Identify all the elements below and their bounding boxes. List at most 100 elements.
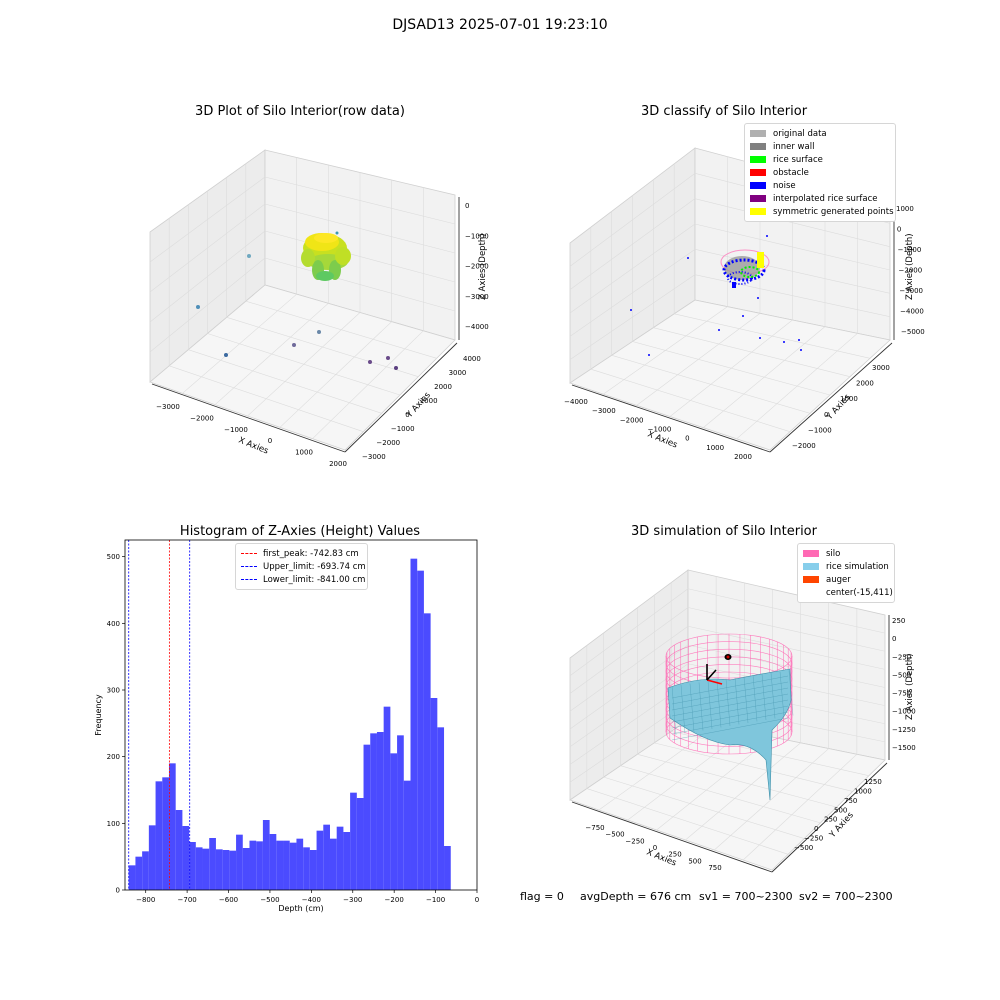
panel4-z-tick-label: −1500 <box>892 744 916 752</box>
legend-label: symmetric generated points <box>773 206 894 217</box>
histogram-bar <box>283 840 290 890</box>
histogram-legend-item: Lower_limit: -841.00 cm <box>241 573 366 586</box>
histogram-bar <box>209 838 216 890</box>
histogram-bar <box>256 841 263 890</box>
legend-label: first_peak: -742.83 cm <box>263 548 359 559</box>
histogram-bar <box>162 777 169 890</box>
histogram-bar <box>296 838 304 890</box>
histogram-bar <box>189 842 196 890</box>
histogram-bar <box>155 781 163 890</box>
histogram-bar <box>383 706 391 890</box>
panel1-y-tick-label: −3000 <box>362 453 386 461</box>
histogram-bar <box>182 826 190 890</box>
histogram-ytick-label: 100 <box>107 820 120 828</box>
histogram-bar <box>276 840 284 890</box>
panel4-y-tick-label: 500 <box>834 806 847 814</box>
histogram-bar <box>262 820 270 890</box>
panel1-z-tick-label: −2000 <box>465 263 489 271</box>
histogram-xtick-label: −500 <box>260 896 279 904</box>
panel2-y-tick-label: 2000 <box>856 380 874 388</box>
histogram-legend-item: first_peak: -742.83 cm <box>241 547 362 560</box>
histogram-bar <box>242 848 250 890</box>
legend-item: silo <box>803 547 889 560</box>
panel2-z-tick-label: 0 <box>897 226 901 234</box>
legend-swatch <box>803 563 819 570</box>
panel1-y-tick-label: 4000 <box>463 355 481 363</box>
panel1-x-tick-label: 0 <box>268 437 272 445</box>
panel4-y-tick-label: 1250 <box>864 778 882 786</box>
panel3-title: Histogram of Z-Axies (Height) Values <box>179 524 421 539</box>
panel4-x-tick-label: −250 <box>625 837 644 845</box>
legend-swatch <box>750 195 766 202</box>
legend-label: auger <box>826 574 851 585</box>
legend-line-swatch <box>241 566 257 567</box>
panel1-z-tick-label: −3000 <box>465 293 489 301</box>
panel1-y-tick-label: 1000 <box>420 397 438 405</box>
legend-label: interpolated rice surface <box>773 193 878 204</box>
panel1-z-tick-label: −4000 <box>465 323 489 331</box>
panel4-x-tick-label: 0 <box>653 844 657 852</box>
histogram-bar <box>236 834 243 890</box>
panel4-x-tick-label: −500 <box>605 831 624 839</box>
legend-swatch <box>750 130 766 137</box>
panel2-3d-axes: −4000 −3000 −2000 −1000 0 1000 2000 −2000 −1000 0… <box>564 147 925 461</box>
legend-item: inner wall <box>750 140 890 153</box>
histogram-xtick-label: 0 <box>475 896 479 904</box>
legend-item: interpolated rice surface <box>750 192 890 205</box>
panel2-x-tick-label: −2000 <box>620 416 644 424</box>
panel4-x-tick-label: −750 <box>585 824 604 832</box>
histogram-bar <box>309 850 317 890</box>
panel4-z-tick-label: −1250 <box>892 726 916 734</box>
legend-swatch <box>750 156 766 163</box>
histogram-legend-item: Upper_limit: -693.74 cm <box>241 560 366 573</box>
histogram-bar <box>175 810 183 890</box>
avg-depth-readout: avgDepth = 676 cm <box>580 890 692 903</box>
histogram-bar <box>430 698 438 890</box>
panel1-outlier-point <box>386 356 390 360</box>
legend-item: original data <box>750 127 890 140</box>
panel2-x-tick-label: −4000 <box>564 398 588 406</box>
histogram-bar <box>269 834 277 890</box>
legend-item: symmetric generated points <box>750 205 894 218</box>
panel2-y-tick-label: 3000 <box>872 364 890 372</box>
flag-readout: flag = 0 <box>520 890 564 903</box>
panel2-z-tick-label: −5000 <box>901 328 925 336</box>
panel1-z-tick-label: 0 <box>465 202 469 210</box>
panel2-y-tick-label: 1000 <box>840 395 858 403</box>
panel4-y-tick-label: 750 <box>844 797 857 805</box>
histogram-bar <box>370 733 377 890</box>
panel1-x-tick-label: −1000 <box>224 426 248 434</box>
histogram-xtick-label: −200 <box>385 896 404 904</box>
panel4-z-tick-label: −750 <box>892 690 911 698</box>
panel2-z-tick-label: −2000 <box>899 267 923 275</box>
histogram-bar <box>135 856 143 890</box>
panel2-x-tick-label: 0 <box>685 435 689 443</box>
panel1-x-tick-label: 2000 <box>329 460 347 468</box>
histogram-bar <box>202 848 210 890</box>
panel1-title: 3D Plot of Silo Interior(row data) <box>195 104 405 119</box>
panel4-auger <box>706 654 732 685</box>
panel2-y-tick-label: 0 <box>824 411 828 419</box>
histogram-bar <box>229 850 237 890</box>
histogram-bar <box>376 732 384 890</box>
histogram-bar <box>142 851 149 890</box>
legend-label: Lower_limit: -841.00 cm <box>263 574 366 585</box>
legend-label: noise <box>773 180 796 191</box>
legend-item: rice surface <box>750 153 890 166</box>
histogram-xtick-label: −600 <box>219 896 238 904</box>
legend-label: original data <box>773 128 827 139</box>
legend-label: Upper_limit: -693.74 cm <box>263 561 366 572</box>
histogram-bar <box>350 792 357 890</box>
panel1-outlier-point <box>196 305 200 309</box>
legend-item: center(-15,411) <box>803 586 893 599</box>
legend-swatch <box>750 182 766 189</box>
panel4-y-tick-label: −500 <box>794 844 813 852</box>
histogram-ytick-label: 0 <box>116 887 120 895</box>
panel2-z-tick-label: −1000 <box>898 246 922 254</box>
panel1-y-tick-label: 0 <box>405 411 409 419</box>
panel4-y-tick-label: 250 <box>824 816 837 824</box>
panel2-classified-cloud <box>630 235 802 356</box>
legend-swatch <box>803 589 819 596</box>
panel1-y-tick-label: 2000 <box>434 383 452 391</box>
histogram-ytick-label: 300 <box>107 687 120 695</box>
